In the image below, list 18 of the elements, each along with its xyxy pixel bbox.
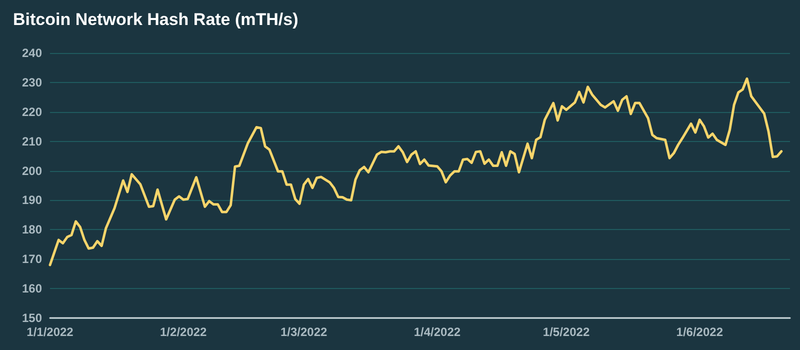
y-tick-label: 190	[22, 193, 42, 208]
y-tick-label: 200	[22, 164, 42, 178]
y-tick-label: 150	[22, 311, 42, 325]
y-tick-label: 220	[22, 104, 42, 119]
x-tick-label: 1/5/2022	[542, 325, 590, 339]
y-tick-label: 180	[22, 222, 42, 237]
y-tick-label: 240	[22, 46, 42, 60]
x-tick-label: 1/3/2022	[280, 325, 328, 339]
y-tick-label: 230	[22, 75, 42, 90]
y-tick-label: 160	[22, 282, 42, 296]
y-tick-label: 210	[22, 134, 42, 148]
line-series	[48, 77, 783, 266]
y-tick-label: 170	[22, 252, 42, 266]
x-tick-label: 1/6/2022	[676, 325, 724, 339]
x-tick-label: 1/2/2022	[160, 325, 208, 339]
x-tick-label: 1/1/2022	[26, 325, 74, 339]
x-tick-label: 1/4/2022	[414, 325, 461, 339]
chart-title: Bitcoin Network Hash Rate (mTH/s)	[13, 10, 298, 29]
